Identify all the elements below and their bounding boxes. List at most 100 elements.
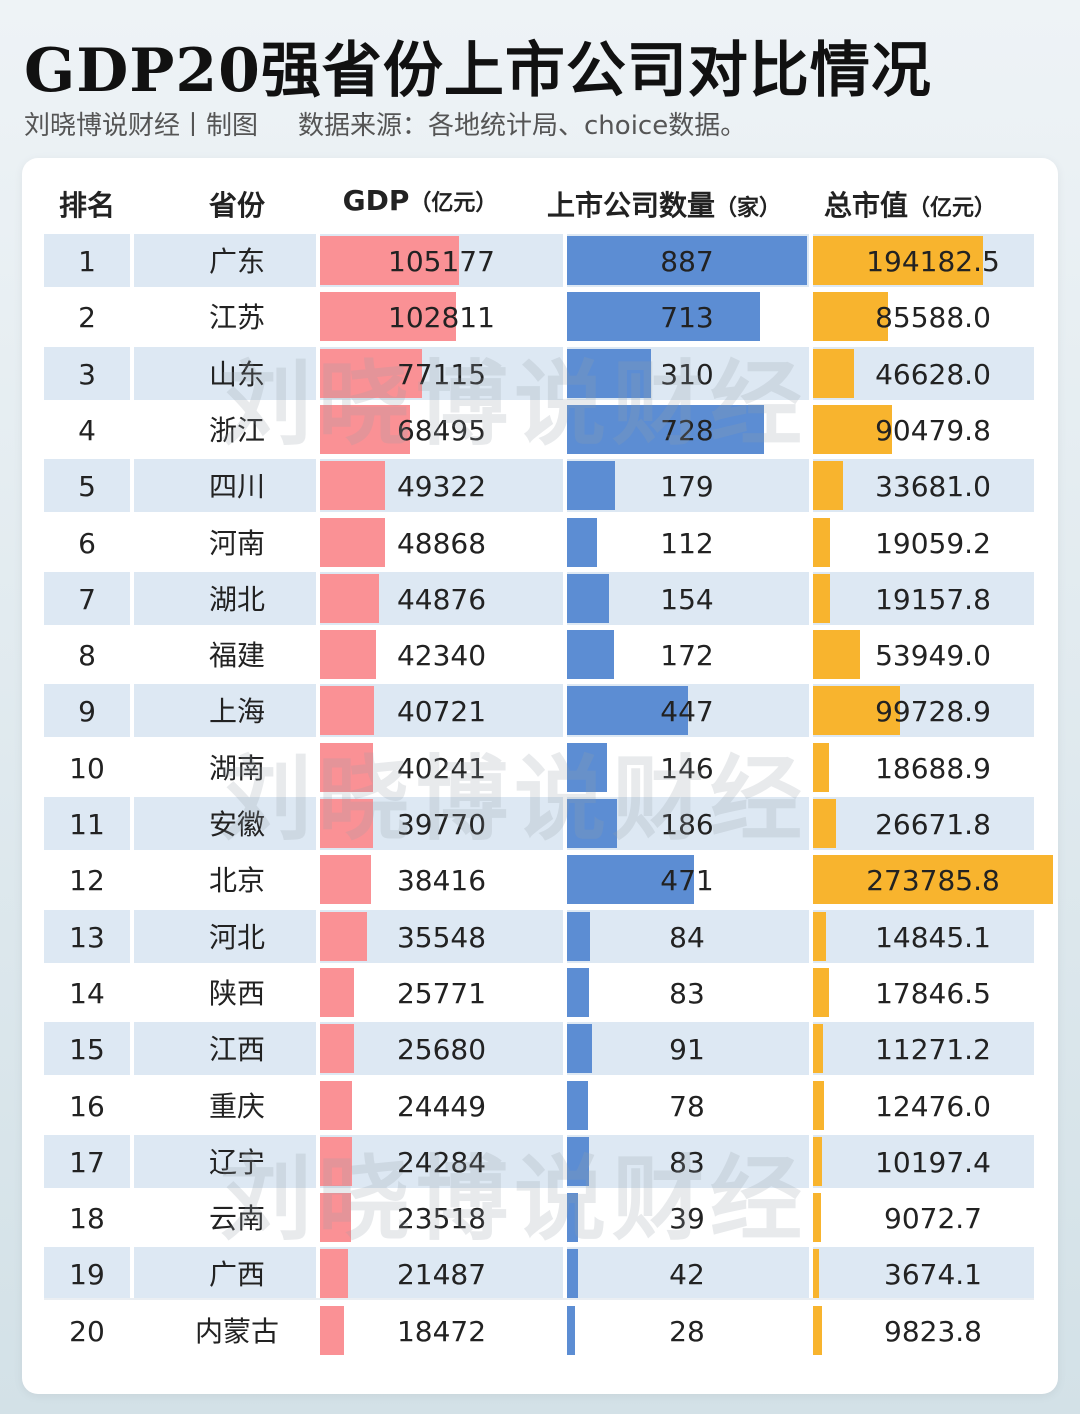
cap-value: 33681.0 [875,470,991,504]
gdp-value: 25771 [396,976,487,1010]
count-cell: 447 [567,684,807,737]
rank-cell: 1 [78,245,96,278]
province-cell: 内蒙古 [194,1314,279,1348]
count-value: 83 [669,976,705,1010]
rank-cell: 8 [78,639,96,673]
gdp-bar [320,799,373,848]
cap-value: 9072.7 [884,1202,982,1236]
cap-bar [813,1305,822,1355]
rank-cell: 18 [69,1202,105,1236]
gdp-cell: 24449 [320,1079,563,1132]
cap-value: 273785.8 [866,864,1000,898]
table-bottom-line [44,1298,1034,1300]
cap-value: 9823.8 [884,1314,982,1348]
rank-cell: 7 [78,582,96,616]
gdp-bar [320,461,386,511]
province-cell: 辽宁 [208,1145,265,1179]
header-count: 上市公司数量（家） [546,189,782,222]
rank-cell: 3 [78,357,96,391]
count-value: 728 [660,413,714,447]
cap-cell: 46628.0 [813,347,1053,400]
cap-bar [813,292,889,342]
count-value: 91 [669,1033,705,1067]
rank-cell: 19 [69,1258,105,1292]
cap-bar [813,630,861,680]
province-cell: 福建 [208,639,265,673]
count-cell: 471 [567,853,807,906]
cap-value: 19059.2 [875,526,991,560]
gdp-cell: 77115 [320,347,563,400]
header-rank: 排名 [58,189,115,222]
cap-cell: 53949.0 [813,628,1053,681]
cap-value: 99728.9 [875,695,991,729]
gdp-cell: 38416 [320,853,563,906]
province-cell: 重庆 [208,1089,265,1123]
count-bar [567,292,760,342]
gdp-cell: 23518 [320,1191,563,1244]
table-row: 13 河北 35548 84 14845.1 [44,909,1034,963]
table-row: 3 山东 77115 310 46628.0 [44,346,1034,400]
province-cell: 陕西 [208,976,265,1010]
province-cell: 湖南 [208,751,265,785]
gdp-cell: 44876 [320,572,563,625]
gdp-value: 68495 [396,413,487,447]
count-value: 42 [669,1258,705,1292]
cap-value: 46628.0 [875,357,991,391]
table-row: 6 河南 48868 112 19059.2 [44,515,1034,569]
count-value: 39 [669,1202,705,1236]
province-cell: 浙江 [208,413,265,447]
gdp-value: 105177 [388,245,495,278]
table-row: 14 陕西 25771 83 17846.5 [44,965,1034,1019]
province-cell: 山东 [208,357,265,391]
gdp-value: 24284 [396,1145,487,1179]
table-row: 12 北京 38416 471 273785.8 [44,853,1053,907]
cap-bar [813,236,984,285]
cap-value: 18688.9 [875,751,991,785]
cap-cell: 3674.1 [813,1247,1053,1300]
province-cell: 河南 [208,526,265,560]
count-cell: 91 [567,1022,807,1075]
count-cell: 310 [567,347,807,400]
province-cell: 江西 [208,1033,265,1067]
count-value: 713 [660,301,714,335]
gdp-cell: 39770 [320,797,563,850]
gdp-bar [320,1024,354,1074]
cap-cell: 194182.5 [813,234,1053,287]
cap-bar [813,461,843,511]
gdp-bar [320,404,411,454]
chart-title: GDP20强省份上市公司对比情况 [24,36,932,106]
cap-cell: 17846.5 [813,966,1053,1019]
gdp-value: 24449 [396,1089,487,1123]
cap-bar [813,799,837,848]
gdp-bar [320,855,371,905]
count-bar [567,686,688,736]
rank-cell: 15 [69,1033,105,1067]
cap-cell: 19157.8 [813,572,1053,625]
count-cell: 713 [567,290,807,343]
rank-cell: 20 [69,1314,105,1348]
cap-value: 14845.1 [875,920,991,954]
cap-cell: 9072.7 [813,1191,1053,1244]
table-row: 15 江西 25680 91 11271.2 [44,1022,1034,1076]
rank-cell: 2 [78,301,96,335]
table-row: 5 四川 49322 179 33681.0 [44,459,1034,513]
cap-value: 12476.0 [875,1089,991,1123]
gdp-bar [320,348,422,398]
count-bar [567,967,590,1017]
rank-cell: 6 [78,526,96,560]
table-row: 4 浙江 68495 728 90479.8 [44,402,1034,456]
rank-cell: 10 [69,751,105,785]
rank-cell: 4 [78,413,96,447]
count-bar [567,742,607,792]
cap-value: 17846.5 [875,976,991,1010]
count-cell: 39 [567,1191,807,1244]
gdp-cell: 49322 [320,459,563,512]
gdp-cell: 21487 [320,1247,563,1300]
cap-bar [813,911,826,961]
gdp-bar [320,573,380,623]
province-cell: 广东 [208,245,265,278]
count-cell: 172 [567,628,807,681]
gdp-value: 42340 [396,639,487,673]
count-bar [567,1305,575,1355]
count-bar [567,1249,579,1299]
